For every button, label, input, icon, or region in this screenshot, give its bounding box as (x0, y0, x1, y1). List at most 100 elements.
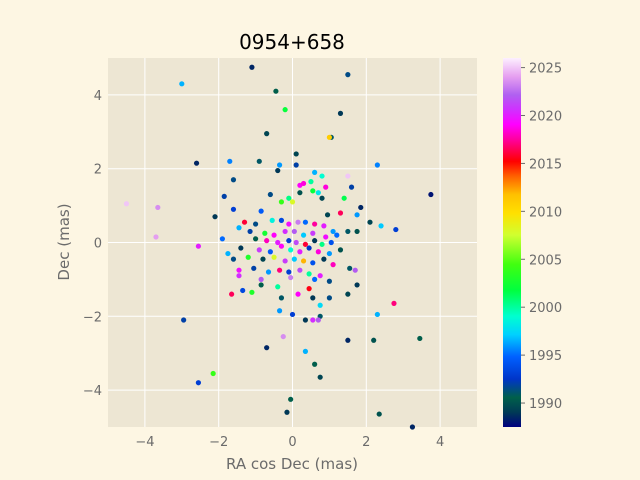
scatter-point (300, 180, 307, 187)
x-axis-label: RA cos Dec (mas) (226, 455, 358, 473)
colorbar-tick-label: 2000 (529, 301, 562, 316)
scatter-point (273, 88, 279, 94)
scatter-point (286, 269, 292, 275)
scatter-point (271, 254, 277, 260)
y-tick-label: 2 (94, 163, 102, 178)
y-tick-label: 0 (94, 237, 102, 252)
scatter-point (302, 219, 309, 225)
scatter-point (374, 311, 380, 318)
scatter-point (374, 162, 380, 168)
scatter-point (330, 228, 336, 235)
scatter-point (288, 274, 294, 281)
scatter-point (319, 241, 325, 247)
scatter-point (337, 110, 344, 116)
x-tick-label: −4 (135, 435, 154, 450)
scatter-point (302, 348, 309, 354)
scatter-point (315, 317, 321, 323)
scatter-point (267, 249, 273, 255)
colorbar-tick-label: 2010 (529, 205, 562, 220)
scatter-point (310, 317, 316, 323)
scatter-point (278, 199, 285, 205)
x-tick-label: −2 (209, 435, 228, 450)
scatter-point (345, 72, 351, 78)
x-tick-labels: −4 −2 0 2 4 (135, 435, 444, 450)
scatter-point (258, 208, 264, 214)
scatter-point (258, 282, 264, 288)
scatter-point (225, 250, 231, 257)
scatter-point (262, 230, 268, 236)
scatter-point (275, 284, 281, 290)
scatter-point (288, 396, 294, 402)
y-axis-label: Dec (mas) (55, 203, 73, 280)
scatter-point (354, 212, 360, 218)
scatter-point (284, 409, 290, 415)
scatter-point (227, 158, 233, 164)
scatter-point (260, 256, 266, 262)
scatter-point (308, 179, 314, 185)
scatter-point (278, 243, 285, 249)
scatter-point (240, 287, 246, 294)
colorbar-tick-label: 2005 (529, 253, 562, 268)
scatter-point (286, 195, 292, 201)
grid (108, 58, 477, 427)
scatter-point (293, 239, 299, 246)
scatter-point (271, 232, 277, 238)
scatter-point (345, 173, 351, 179)
scatter-point (310, 260, 316, 266)
scatter-point (326, 250, 332, 257)
scatter-point (288, 247, 294, 253)
colorbar-tick-label: 2020 (529, 110, 562, 125)
scatter-point (195, 243, 202, 249)
scatter-point (337, 210, 344, 216)
scatter-point (291, 256, 297, 262)
scatter-point (230, 177, 237, 183)
scatter-point (293, 162, 299, 168)
scatter-point (256, 247, 262, 253)
scatter-point (371, 337, 377, 343)
scatter-point (312, 238, 318, 244)
scatter-point (236, 273, 242, 279)
scatter-point (245, 254, 251, 260)
scatter-point (312, 361, 318, 367)
scatter-point (302, 317, 309, 323)
scatter-point (345, 228, 351, 235)
scatter-point (229, 291, 235, 297)
scatter-point (181, 317, 187, 323)
scatter-point (391, 300, 397, 306)
scatter-point (310, 188, 316, 194)
scatter-point (210, 370, 216, 377)
colorbar-tick-label: 1995 (529, 349, 562, 364)
scatter-point (276, 162, 283, 168)
scatter-point (193, 160, 200, 166)
scatter-point (278, 295, 285, 301)
scatter-point (289, 199, 296, 205)
scatter-point (249, 64, 255, 70)
scatter-point (297, 267, 303, 273)
x-tick-label: 4 (436, 435, 444, 450)
scatter-point (236, 225, 242, 231)
scatter-point (300, 258, 307, 264)
scatter-point (295, 219, 301, 225)
scatter-point (341, 195, 347, 201)
scatter-point (155, 204, 161, 211)
scatter-point (312, 276, 318, 282)
scatter-point (358, 204, 364, 211)
colorbar-tick-label: 2015 (529, 157, 562, 172)
scatter-point (230, 256, 237, 262)
scatter-point (354, 282, 360, 288)
scatter-point (312, 169, 318, 175)
chart-title: 0954+658 (239, 30, 345, 54)
scatter-point (334, 232, 340, 238)
scatter-point (317, 374, 323, 380)
scatter-point (297, 190, 303, 196)
scatter-point (317, 273, 323, 279)
scatter-point (219, 236, 225, 242)
scatter-point (376, 411, 382, 417)
scatter-point (247, 228, 253, 235)
scatter-point (345, 291, 351, 297)
scatter-point (326, 295, 332, 301)
scatter-point (297, 249, 303, 255)
scatter-point (417, 335, 423, 342)
scatter-point (337, 247, 344, 253)
scatter-point (328, 239, 334, 246)
